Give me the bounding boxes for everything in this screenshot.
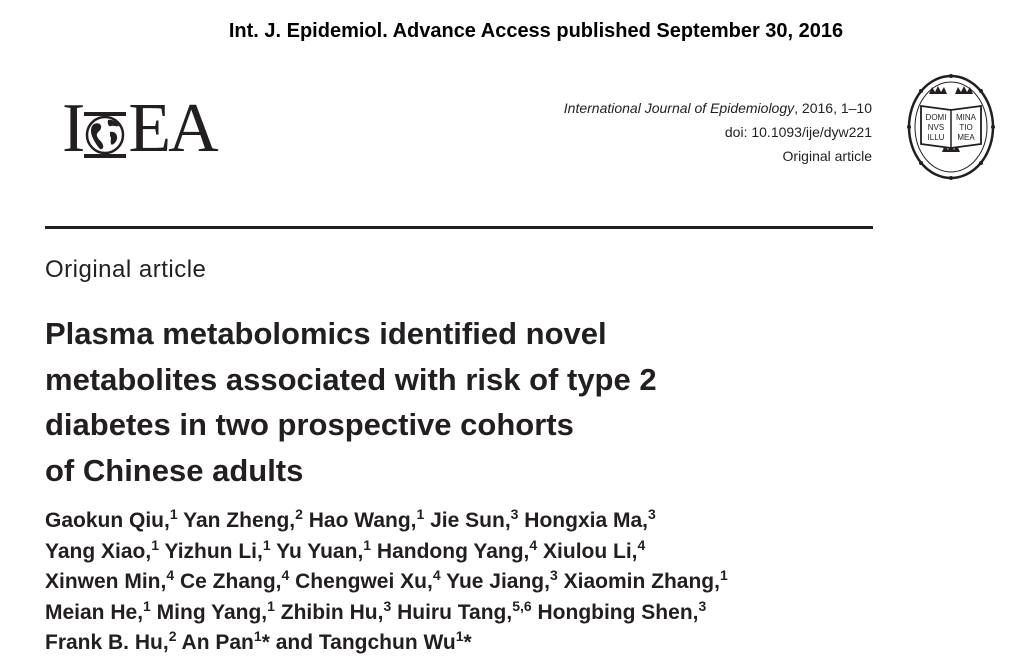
author-name: Jie Sun, xyxy=(430,509,511,532)
author-affiliation: 4 xyxy=(166,567,175,583)
author-affiliation: 1 xyxy=(455,628,464,644)
author-affiliation: 2 xyxy=(168,628,177,644)
title-line: diabetes in two prospective cohorts xyxy=(45,407,574,442)
author-name: Hao Wang, xyxy=(308,509,417,532)
author-affiliation: 1 xyxy=(267,597,275,614)
author-line: Meian He,1 Ming Yang,1 Zhibin Hu,3 Huiru… xyxy=(45,598,945,629)
author-affiliation: 4 xyxy=(281,567,290,583)
author-affiliation: 1 xyxy=(169,506,178,522)
article-title: Plasma metabolomics identified novel met… xyxy=(45,311,805,493)
seal-text-left-1: DOMI xyxy=(926,113,947,122)
header-divider xyxy=(45,226,873,229)
author-name: Ce Zhang, xyxy=(179,570,282,593)
seal-text-left-2: NVS xyxy=(928,123,944,132)
section-label: Original article xyxy=(45,256,207,283)
author-affiliation: 1 xyxy=(151,536,159,553)
seal-text-right-2: TIO xyxy=(959,123,972,132)
oxford-university-seal: DOMI NVS ILLU MINA TIO MEA xyxy=(905,72,997,182)
author-affiliation: 2 xyxy=(295,506,303,522)
advance-access-banner: Int. J. Epidemiol. Advance Access publis… xyxy=(228,20,844,42)
author-affiliation: 1 xyxy=(262,536,271,553)
author-name: Chengwei Xu, xyxy=(295,570,433,593)
doi: doi: 10.1093/ije/dyw221 xyxy=(724,124,872,140)
author-name: Yizhun Li, xyxy=(164,539,263,563)
journal-name: International Journal of Epidemiology xyxy=(563,100,795,116)
author-affiliation: 4 xyxy=(637,536,646,553)
author-affiliation: 1 xyxy=(416,506,425,522)
author-affiliation: 3 xyxy=(698,597,707,614)
title-line: Plasma metabolomics identified novel xyxy=(45,316,607,351)
author-name: Yue Jiang, xyxy=(446,570,550,593)
author-affiliation: 1 xyxy=(719,567,728,583)
author-affiliation: 3 xyxy=(383,597,392,614)
author-name: Yan Zheng, xyxy=(183,509,296,532)
globe-icon xyxy=(84,104,127,158)
author-name: Ming Yang, xyxy=(156,600,268,624)
author-affiliation: 4 xyxy=(432,567,441,583)
author-line: Yang Xiao,1 Yizhun Li,1 Yu Yuan,1 Handon… xyxy=(45,537,945,568)
title-line: of Chinese adults xyxy=(45,452,304,488)
author-affiliation: 4 xyxy=(529,536,538,553)
author-name: Hongxia Ma, xyxy=(524,509,648,532)
journal-logo: I EA xyxy=(62,90,232,167)
logo-letter-i: I xyxy=(62,90,85,167)
author-suffix: * xyxy=(463,631,472,654)
author-affiliation: 3 xyxy=(647,506,656,522)
author-affiliation: 3 xyxy=(510,506,519,522)
seal-text-right-1: MINA xyxy=(956,113,977,122)
author-affiliation: 1 xyxy=(143,597,151,614)
article-type: Original article xyxy=(782,148,872,164)
author-line: Frank B. Hu,2 An Pan1* and Tangchun Wu1* xyxy=(45,628,945,659)
author-name: Tangchun Wu xyxy=(318,631,456,654)
author-list: Gaokun Qiu,1 Yan Zheng,2 Hao Wang,1 Jie … xyxy=(45,506,945,659)
author-name: Zhibin Hu, xyxy=(280,600,384,624)
title-line: metabolites associated with risk of type… xyxy=(45,361,657,397)
seal-text-right-3: MEA xyxy=(957,133,975,142)
author-affiliation: 1 xyxy=(253,628,262,644)
author-affiliation: 5,6 xyxy=(512,597,532,614)
author-name: Meian He, xyxy=(45,600,144,624)
author-name: Yu Yuan, xyxy=(276,539,364,563)
author-name: Yang Xiao, xyxy=(45,539,152,563)
author-name: Gaokun Qiu, xyxy=(45,509,170,532)
author-line: Gaokun Qiu,1 Yan Zheng,2 Hao Wang,1 Jie … xyxy=(45,506,945,537)
author-name: Hongbing Shen, xyxy=(537,600,699,624)
author-name: Huiru Tang, xyxy=(397,600,513,624)
journal-citation: International Journal of Epidemiology, 2… xyxy=(564,96,872,120)
journal-pages: , 2016, 1–10 xyxy=(794,100,872,116)
journal-citation-block: International Journal of Epidemiology, 2… xyxy=(564,96,872,168)
author-name: Handong Yang, xyxy=(376,539,530,563)
author-name: Xiulou Li, xyxy=(543,539,638,563)
author-name: Frank B. Hu, xyxy=(45,631,169,654)
author-affiliation: 1 xyxy=(363,536,372,553)
author-name: Xiaomin Zhang, xyxy=(563,570,720,593)
logo-letters-ea: EA xyxy=(128,90,218,167)
seal-text-left-3: ILLU xyxy=(928,133,945,142)
author-affiliation: 3 xyxy=(549,567,558,583)
author-line: Xinwen Min,4 Ce Zhang,4 Chengwei Xu,4 Yu… xyxy=(45,567,945,598)
author-name: Xinwen Min, xyxy=(45,570,167,593)
author-suffix: * and xyxy=(261,631,314,654)
author-name: An Pan xyxy=(181,631,254,654)
